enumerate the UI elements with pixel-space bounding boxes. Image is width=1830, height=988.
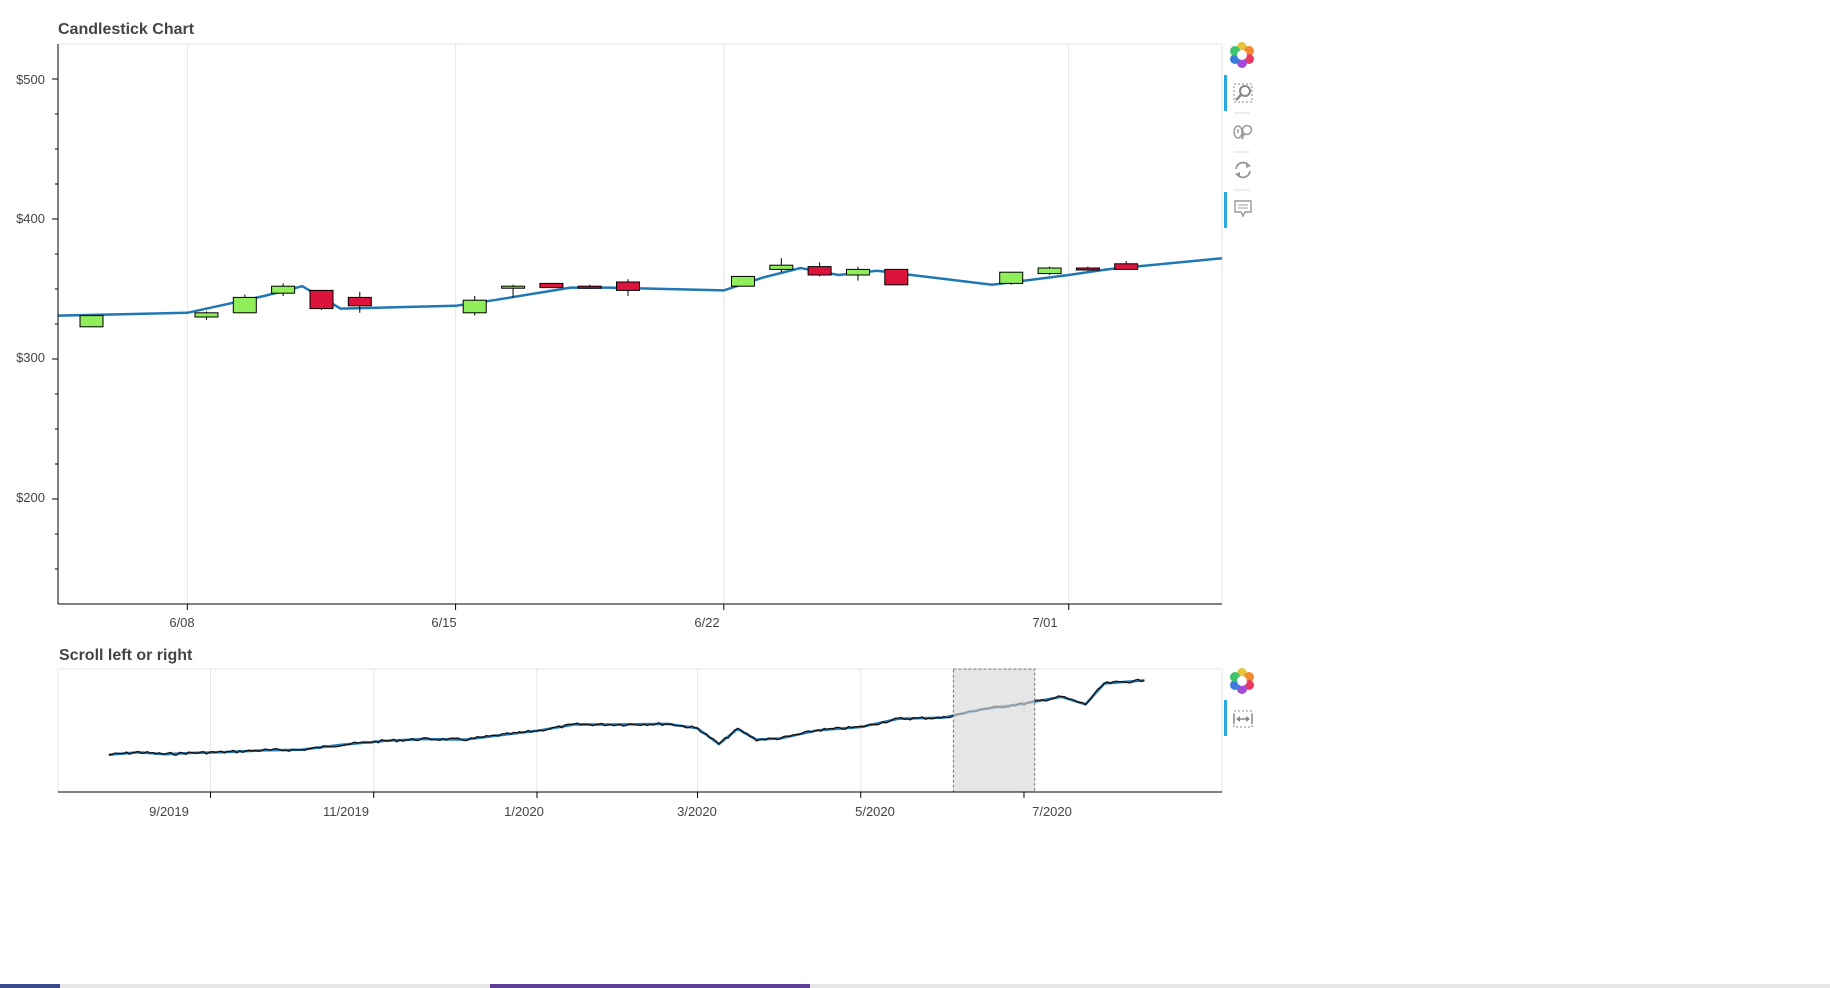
candle-up-body [79, 315, 104, 328]
candle-down-body [577, 285, 602, 289]
candle-down-body [1114, 263, 1139, 270]
candle-up-body [1037, 267, 1062, 275]
x-tick-label-6-08: 6/08 [169, 615, 194, 630]
reset-icon[interactable] [1232, 159, 1254, 181]
candle-up-body [501, 285, 526, 289]
candles-group [79, 258, 1139, 328]
main-x-grid [186, 44, 1070, 604]
candle-down-body [539, 282, 564, 289]
candle-up-body [846, 268, 870, 276]
y-tick-label-500: $500 [16, 72, 45, 87]
nav-x-tick-label-11-2019: 11/2019 [323, 804, 369, 819]
range-tool-icon[interactable] [1232, 708, 1254, 730]
bokeh-logo-icon[interactable] [1230, 42, 1254, 68]
nav-toolbar [1224, 668, 1254, 736]
candle-down-body [347, 296, 372, 307]
main-chart-title: Candlestick Chart [58, 21, 195, 38]
candle-up-body [769, 264, 794, 270]
nav-plot-area[interactable] [58, 669, 1222, 792]
nav-x-tick-label-1-2020: 1/2020 [504, 804, 544, 819]
y-tick-label-400: $400 [16, 211, 45, 226]
candle-down-body [884, 268, 909, 286]
hover-active-marker [1224, 192, 1227, 228]
main-toolbar [1224, 42, 1254, 228]
range-selection-box[interactable] [952, 668, 1036, 793]
range-selection-rect [952, 668, 1036, 793]
hover-icon[interactable] [1232, 198, 1254, 220]
candle-down-body [309, 289, 334, 310]
main-plot-area[interactable] [58, 44, 1222, 604]
page-bottom-strip-segment [490, 984, 810, 988]
nav-chart-title: Scroll left or right [59, 647, 193, 664]
candle-up-body [999, 271, 1024, 284]
box-zoom-icon[interactable] [1232, 82, 1254, 104]
page-bottom-strip-segment [0, 984, 60, 988]
nav-x-tick-label-5-2020: 5/2020 [855, 804, 895, 819]
x-tick-label-7-01: 7/01 [1032, 615, 1057, 630]
main-y-ticks [52, 78, 58, 570]
candle-up-body [271, 285, 296, 294]
bokeh-logo-icon[interactable] [1230, 668, 1254, 694]
candle-down-body [1075, 267, 1100, 271]
y-tick-label-300: $300 [16, 350, 45, 365]
nav-x-tick-label-3-2020: 3/2020 [677, 804, 717, 819]
x-tick-label-6-15: 6/15 [431, 615, 456, 630]
range-tool-active-marker [1224, 700, 1227, 736]
candle-up-body [194, 312, 219, 318]
candle-up-body [232, 296, 257, 314]
candle-down-body [616, 281, 640, 291]
candle-up-body [731, 275, 755, 287]
nav-x-ticks [210, 792, 1025, 798]
nav-x-tick-label-7-2020: 7/2020 [1032, 804, 1072, 819]
candle-down-body [807, 266, 832, 276]
candle-up-body [462, 299, 487, 314]
y-tick-label-200: $200 [16, 490, 45, 505]
wheel-zoom-icon[interactable] [1232, 121, 1254, 143]
x-tick-label-6-22: 6/22 [694, 615, 719, 630]
box-zoom-active-marker [1224, 75, 1227, 111]
page-bottom-strip [0, 984, 1830, 988]
nav-x-tick-label-9-2019: 9/2019 [149, 804, 189, 819]
main-x-ticks [186, 604, 1070, 610]
